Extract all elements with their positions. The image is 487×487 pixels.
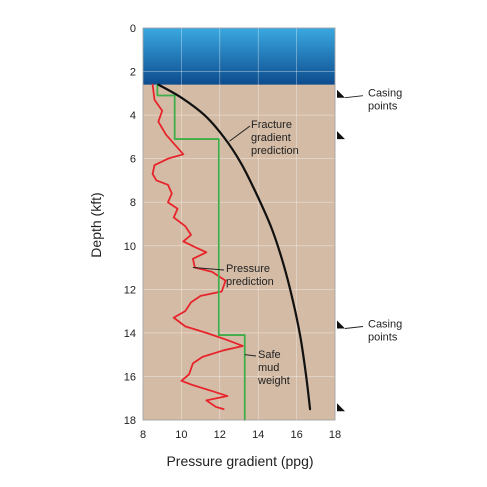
y-tick-label: 0 bbox=[130, 23, 136, 35]
annotation-text-line: weight bbox=[257, 375, 290, 387]
y-tick-labels: 0 2 4 6 8 10 12 14 16 18 bbox=[124, 23, 136, 427]
annotation-leader-line bbox=[192, 267, 225, 271]
y-tick-label: 18 bbox=[124, 415, 136, 427]
annotation-text-line: prediction bbox=[251, 145, 299, 157]
x-axis-title: Pressure gradient (ppg) bbox=[166, 453, 313, 469]
y-tick-label: 10 bbox=[124, 241, 136, 253]
casing-label-line: points bbox=[368, 101, 398, 113]
x-tick-label: 14 bbox=[252, 429, 264, 441]
y-tick-label: 2 bbox=[130, 67, 136, 79]
x-tick-labels: 8 10 12 14 16 18 bbox=[140, 429, 341, 441]
y-tick-label: 14 bbox=[124, 328, 136, 340]
annotation-leader-line bbox=[229, 125, 251, 142]
casing-marker bbox=[337, 403, 345, 412]
casing-leader-line bbox=[344, 326, 364, 330]
casing-label-line: points bbox=[368, 332, 398, 344]
x-tick-label: 8 bbox=[140, 429, 146, 441]
annotation-leader-line bbox=[244, 354, 257, 357]
annotation-text-line: mud bbox=[258, 362, 279, 374]
mud-weight-line bbox=[156, 83, 246, 421]
y-tick-label: 6 bbox=[130, 154, 136, 166]
sediment-background bbox=[143, 28, 335, 420]
x-tick-label: 18 bbox=[329, 429, 341, 441]
casing-label-line: Casing bbox=[368, 319, 402, 331]
y-tick-label: 16 bbox=[124, 371, 136, 383]
fracture-gradient-line bbox=[157, 83, 312, 411]
annotation-text-line: gradient bbox=[251, 132, 291, 144]
casing-leader-line bbox=[344, 95, 364, 99]
plot-frame bbox=[142, 27, 336, 421]
y-tick-label: 8 bbox=[130, 197, 136, 209]
y-tick-label: 12 bbox=[124, 284, 136, 296]
annotation-text-line: Pressure bbox=[226, 263, 270, 275]
casing-marker bbox=[337, 131, 345, 140]
y-axis-title: Depth (kft) bbox=[88, 192, 104, 257]
annotation-text-line: Fracture bbox=[251, 119, 292, 131]
x-tick-label: 16 bbox=[290, 429, 302, 441]
casing-label-line: Casing bbox=[368, 88, 402, 100]
annotation-text-line: prediction bbox=[226, 276, 274, 288]
water-column bbox=[143, 28, 335, 85]
casing-marker bbox=[337, 89, 345, 98]
x-tick-label: 12 bbox=[214, 429, 226, 441]
x-tick-label: 10 bbox=[175, 429, 187, 441]
casing-marker bbox=[337, 320, 345, 329]
y-tick-label: 4 bbox=[130, 110, 136, 122]
annotation-text-line: Safe bbox=[258, 349, 281, 361]
annotation-layer: FracturegradientpredictionPressurepredic… bbox=[192, 119, 299, 387]
